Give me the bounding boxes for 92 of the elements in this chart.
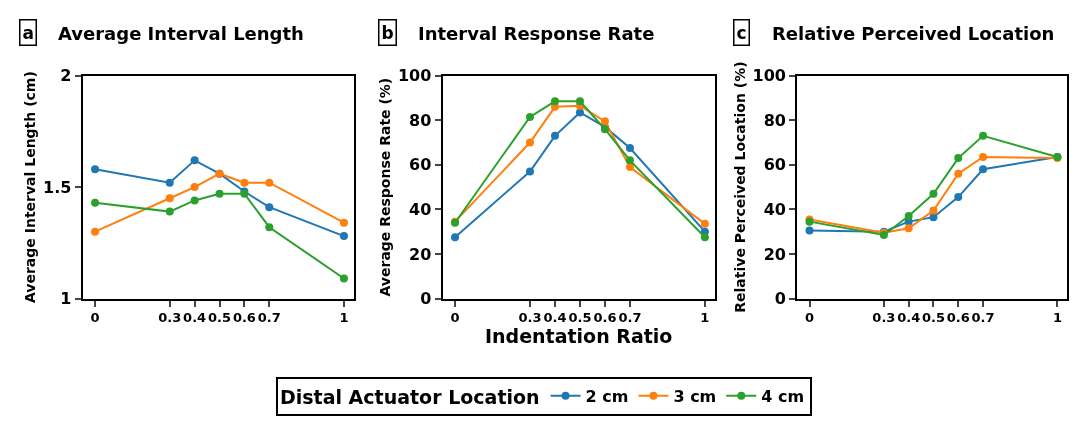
x-tick-label: 0.7 <box>257 310 281 326</box>
x-tick-label: 0.6 <box>232 310 256 326</box>
point <box>979 165 988 174</box>
point <box>954 154 963 163</box>
point <box>265 178 274 187</box>
x-tick-label: 0.4 <box>543 310 567 326</box>
point <box>165 207 174 216</box>
y-axis-title: Average Interval Length (cm) <box>22 71 39 304</box>
y-tick-label: 40 <box>763 199 786 219</box>
y-tick-label: 2 <box>60 66 72 86</box>
point <box>339 232 348 241</box>
point <box>979 131 988 140</box>
x-tick-label: 0.5 <box>207 310 232 326</box>
y-axis-title: Relative Perceived Location (%) <box>731 61 748 313</box>
y-tick-label: 80 <box>763 110 786 130</box>
y-tick-label: 100 <box>752 66 786 86</box>
point <box>550 97 559 106</box>
y-tick-label: 1 <box>60 289 72 309</box>
y-tick-label: 60 <box>763 155 786 175</box>
point <box>190 156 199 165</box>
point <box>525 112 534 121</box>
point <box>265 203 274 212</box>
y-axis-title: Average Response Rate (%) <box>377 77 394 297</box>
point <box>165 194 174 203</box>
x-tick-label: 0.6 <box>593 310 617 326</box>
x-tick-label: 0 <box>804 310 815 326</box>
x-tick-label: 0.5 <box>921 310 945 326</box>
point <box>929 206 938 215</box>
x-tick-label: 0.3 <box>158 310 182 326</box>
point <box>979 153 988 161</box>
x-tick-label: 0.3 <box>872 310 896 326</box>
point <box>525 167 534 176</box>
x-tick-label: 0.5 <box>568 310 592 326</box>
x-tick-label: 0.7 <box>971 310 995 326</box>
x-tick-label: 1 <box>700 310 710 326</box>
legend-label: 3 cm <box>673 386 717 406</box>
legend-title: Distal Actuator Location <box>280 385 540 408</box>
point <box>339 218 348 227</box>
chart-title: Interval Response Rate <box>418 23 655 44</box>
point <box>805 226 814 235</box>
point <box>625 163 634 172</box>
point <box>700 219 709 228</box>
x-tick-label: 0.4 <box>183 310 207 326</box>
point <box>929 213 938 222</box>
x-tick-label: 0.4 <box>897 310 921 326</box>
y-tick-label: 40 <box>409 199 432 219</box>
chart-title: Relative Perceived Location <box>772 23 1055 44</box>
text: b <box>381 22 394 43</box>
point <box>625 156 634 165</box>
point <box>550 131 559 140</box>
y-tick-label: 1.5 <box>43 177 72 197</box>
point <box>91 165 100 174</box>
legend-label: 4 cm <box>761 386 805 406</box>
y-tick-label: 20 <box>763 244 786 264</box>
point <box>904 212 913 221</box>
x-tick-label: 0.7 <box>618 310 642 326</box>
x-tick-label: 0.6 <box>946 310 970 326</box>
legend-label: 2 cm <box>585 386 629 406</box>
point <box>240 178 249 187</box>
y-tick-label: 100 <box>397 66 432 86</box>
x-tick-label: 0.3 <box>518 310 542 326</box>
point <box>525 138 534 147</box>
point <box>339 274 348 283</box>
point <box>165 178 174 187</box>
point <box>91 227 100 236</box>
y-tick-label: 0 <box>420 289 432 309</box>
point <box>700 233 709 242</box>
point <box>600 117 609 126</box>
x-tick-label: 1 <box>1052 310 1062 326</box>
text: a <box>22 22 34 43</box>
point <box>91 198 100 207</box>
point <box>190 196 199 205</box>
point <box>954 193 963 202</box>
y-tick-label: 60 <box>409 155 432 175</box>
y-tick-label: 80 <box>409 110 432 130</box>
x-tick-label: 0 <box>450 310 460 326</box>
point <box>190 183 199 192</box>
x-tick-label: 1 <box>339 310 349 326</box>
point <box>929 189 938 198</box>
text: c <box>736 22 747 43</box>
y-tick-label: 0 <box>774 289 786 309</box>
point <box>451 233 460 242</box>
point <box>575 97 584 106</box>
chart-title: Average Interval Length <box>58 23 304 44</box>
point <box>265 223 274 232</box>
point <box>904 224 913 233</box>
point <box>625 144 634 153</box>
y-tick-label: 20 <box>409 244 432 264</box>
x-axis-title: Indentation Ratio <box>485 325 673 348</box>
x-tick-label: 0 <box>90 310 100 326</box>
point <box>954 169 963 178</box>
point <box>215 189 224 198</box>
